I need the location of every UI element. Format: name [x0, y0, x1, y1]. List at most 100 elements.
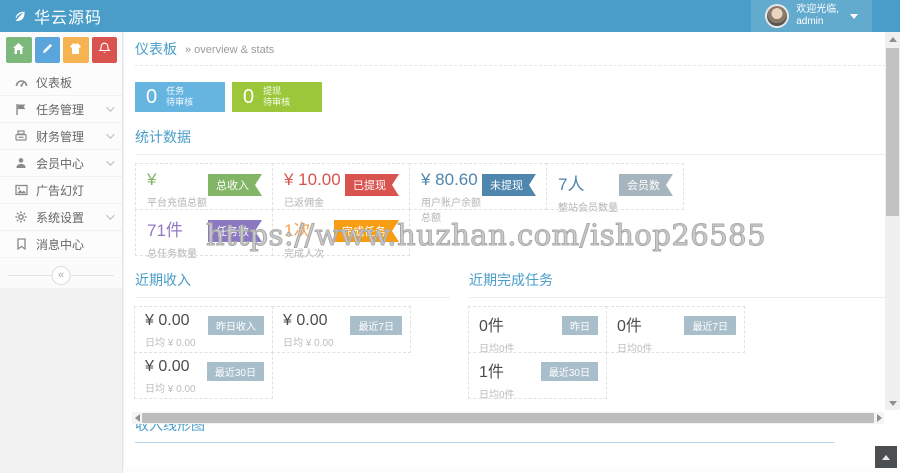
stats-grid: ¥ 平台充值总额 总收入 ¥ 10.00 已返佣金 已提现 ¥ 80.60 用户… — [135, 163, 687, 260]
stat-task-count: 71件 总任务数量 任务数 — [135, 209, 273, 260]
stat-badge: 任务数 — [208, 220, 262, 242]
users-button[interactable] — [63, 37, 89, 63]
income-yesterday: ¥ 0.00 日均 ¥ 0.00 昨日收入 — [134, 306, 273, 353]
recent-tasks-panel: 近期完成任务 0件 日均0件 昨日 0件 日均0件 最近7日 1件 日均0件 最近30… — [468, 270, 886, 401]
sidebar-item-label: 系统设置 — [36, 210, 85, 225]
tasks-7days: 0件 日均0件 最近7日 — [606, 306, 745, 355]
breadcrumb-trail: » overview & stats — [185, 43, 275, 56]
sidebar-item-messages[interactable]: 消息中心 — [0, 231, 122, 258]
user-menu[interactable]: 欢迎光临, admin — [751, 0, 872, 32]
sidebar-item-finance[interactable]: 财务管理 — [0, 123, 122, 150]
notifications-button[interactable] — [91, 37, 117, 63]
period-badge: 最近30日 — [206, 362, 264, 381]
sidebar-item-tasks[interactable]: 任务管理 — [0, 96, 122, 123]
horizontal-scrollbar[interactable] — [132, 412, 884, 424]
recent-panels: 近期收入 ¥ 0.00 日均 ¥ 0.00 昨日收入 ¥ 0.00 日均 ¥ 0.0… — [124, 270, 900, 401]
logo-text: 华云源码 — [34, 10, 103, 27]
recent-tasks-grid: 0件 日均0件 昨日 0件 日均0件 最近7日 1件 日均0件 最近30日 — [468, 306, 746, 401]
bookmark-icon — [14, 238, 28, 250]
sidebar-item-label: 财务管理 — [36, 129, 85, 144]
summary-boxes: 0 任务 待审核 0 提现 待审核 — [135, 82, 900, 112]
recent-income-title: 近期收入 — [135, 270, 450, 298]
sidebar: 仪表板 任务管理 财务管理 会员中心 广告幻灯 系统设置 消息中心 — [0, 32, 123, 473]
chevron-down-icon — [106, 130, 115, 139]
gear-icon — [14, 211, 28, 223]
user-icon — [14, 157, 28, 169]
period-badge: 昨日 — [562, 316, 598, 335]
arrow-up-icon — [882, 454, 890, 460]
stat-badge: 未提现 — [482, 174, 536, 196]
gauge-icon — [14, 76, 28, 88]
scroll-left-arrow-icon[interactable] — [132, 412, 142, 424]
stat-withdrawn: ¥ 10.00 已返佣金 已提现 — [272, 163, 410, 210]
recent-income-panel: 近期收入 ¥ 0.00 日均 ¥ 0.00 昨日收入 ¥ 0.00 日均 ¥ 0.0… — [134, 270, 450, 399]
sidebar-item-label: 会员中心 — [36, 156, 85, 171]
flag-icon — [14, 103, 28, 115]
breadcrumb-current[interactable]: 仪表板 — [135, 40, 177, 57]
scroll-up-arrow-icon[interactable] — [885, 32, 900, 46]
edit-button[interactable] — [34, 37, 60, 63]
chevron-down-icon — [106, 211, 115, 220]
income-30days: ¥ 0.00 日均 ¥ 0.00 最近30日 — [134, 352, 273, 399]
stat-badge: 会员数 — [619, 174, 673, 196]
vertical-scrollbar[interactable] — [885, 32, 900, 410]
top-header-bar: 华云源码 欢迎光临, admin — [0, 0, 900, 32]
chevron-down-icon — [106, 157, 115, 166]
bell-icon — [97, 42, 111, 58]
pending-withdraw-label: 提现 待审核 — [263, 86, 291, 107]
sidebar-item-label: 消息中心 — [36, 237, 85, 252]
period-badge: 最近7日 — [350, 316, 402, 335]
sidebar-item-settings[interactable]: 系统设置 — [0, 204, 122, 231]
stat-completed: 1次 完成人次 完成任务 — [272, 209, 410, 260]
tasks-yesterday: 0件 日均0件 昨日 — [468, 306, 607, 355]
scroll-down-arrow-icon[interactable] — [885, 396, 900, 410]
stat-badge: 完成任务 — [334, 220, 399, 242]
stat-badge: 已提现 — [345, 174, 399, 196]
home-icon — [12, 42, 25, 58]
sidebar-item-label: 广告幻灯 — [36, 183, 85, 198]
tasks-30days: 1件 日均0件 最近30日 — [468, 352, 607, 401]
sidebar-toolbar — [0, 32, 122, 69]
stat-value-block: 1次 完成人次 — [284, 221, 324, 260]
user-avatar — [765, 4, 790, 28]
pending-withdraw-count: 0 — [243, 85, 255, 108]
sidebar-item-members[interactable]: 会员中心 — [0, 150, 122, 177]
breadcrumb: 仪表板 » overview & stats — [135, 32, 886, 66]
sidebar-filler — [0, 288, 122, 473]
sidebar-item-dashboard[interactable]: 仪表板 — [0, 69, 122, 96]
stats-section-title: 统计数据 — [135, 127, 886, 155]
pending-tasks-label: 任务 待审核 — [166, 86, 194, 107]
home-button[interactable] — [6, 37, 32, 63]
back-to-top-button[interactable] — [875, 446, 897, 468]
stat-total-income: ¥ 平台充值总额 总收入 — [135, 163, 273, 210]
pencil-icon — [41, 42, 54, 58]
chevron-down-icon — [106, 103, 115, 112]
app-logo[interactable]: 华云源码 — [0, 4, 102, 28]
chevron-down-icon — [850, 13, 858, 19]
recent-income-grid: ¥ 0.00 日均 ¥ 0.00 昨日收入 ¥ 0.00 日均 ¥ 0.00 最近7… — [134, 306, 412, 399]
stat-value-block: 7人 整站会员数量 — [558, 175, 618, 214]
sidebar-item-label: 仪表板 — [36, 75, 73, 90]
stat-value-block: ¥ 平台充值总额 — [147, 170, 207, 209]
stat-value-block: 71件 总任务数量 — [147, 221, 197, 260]
stat-unwithdrawn: ¥ 80.60 用户账户余额总额 未提现 — [409, 163, 547, 224]
stat-members: 7人 整站会员数量 会员数 — [546, 163, 684, 214]
pending-withdraw-box[interactable]: 0 提现 待审核 — [232, 82, 322, 112]
printer-icon — [14, 130, 28, 142]
pending-tasks-count: 0 — [146, 85, 158, 108]
horizontal-scrollbar-thumb[interactable] — [142, 413, 874, 423]
sidebar-collapse-button[interactable]: « — [51, 266, 71, 285]
users-icon — [69, 42, 82, 58]
scroll-right-arrow-icon[interactable] — [874, 412, 884, 424]
footer-strip — [0, 467, 900, 473]
recent-tasks-title: 近期完成任务 — [469, 270, 886, 298]
sidebar-item-label: 任务管理 — [36, 102, 85, 117]
welcome-text: 欢迎光临, admin — [796, 4, 839, 27]
sidebar-item-banners[interactable]: 广告幻灯 — [0, 177, 122, 204]
income-7days: ¥ 0.00 日均 ¥ 0.00 最近7日 — [272, 306, 411, 353]
main-content: 仪表板 » overview & stats 0 任务 待审核 0 提现 待审核 统… — [124, 32, 900, 473]
pending-tasks-box[interactable]: 0 任务 待审核 — [135, 82, 225, 112]
period-badge: 昨日收入 — [208, 316, 264, 335]
sidebar-collapse-row: « — [0, 264, 122, 288]
vertical-scrollbar-thumb[interactable] — [886, 48, 899, 216]
